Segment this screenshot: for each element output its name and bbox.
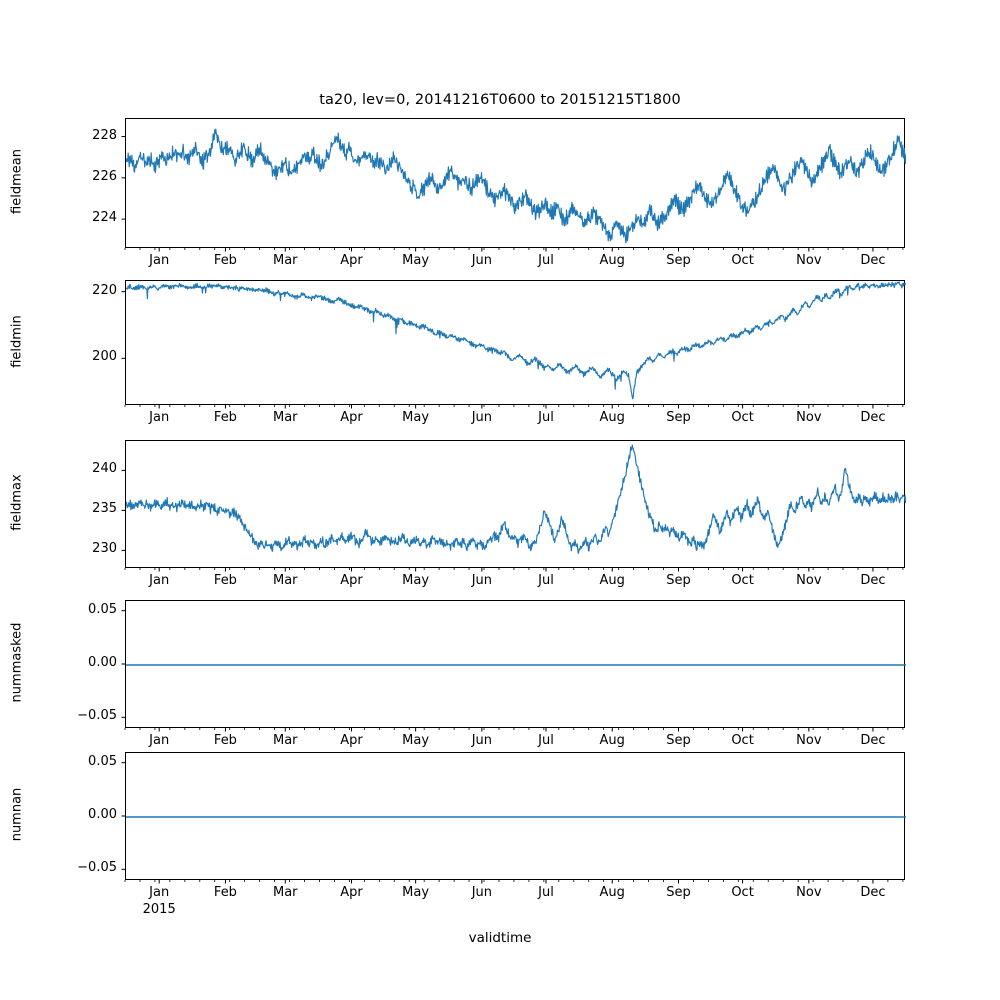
- y-tick-label: 240: [92, 461, 117, 477]
- y-tick-label: 0.05: [88, 601, 117, 617]
- x-tick-label: Jan: [149, 253, 170, 268]
- x-tick-label: Dec: [860, 410, 886, 425]
- x-tick-label: Oct: [731, 253, 754, 268]
- x-tick-label: Oct: [731, 885, 754, 900]
- x-tick-label: Apr: [340, 885, 363, 900]
- x-tick-label: May: [402, 410, 430, 425]
- series-nummasked: [126, 664, 906, 666]
- subplot-fieldmax: [125, 440, 906, 568]
- x-tick-label: Jun: [471, 410, 493, 425]
- y-tick-label: 0.00: [88, 655, 117, 670]
- series-fieldmax: [126, 444, 906, 554]
- subplot-nummasked: [125, 600, 906, 728]
- x-tick-label: Nov: [796, 253, 822, 268]
- x-tick-label: Feb: [213, 573, 237, 588]
- x-tick-label: May: [402, 885, 430, 900]
- x-tick-label: Aug: [599, 253, 625, 268]
- x-tick-label: Jun: [471, 253, 493, 268]
- y-tick-label: −0.05: [77, 708, 117, 724]
- x-tick-label: Sep: [666, 253, 691, 268]
- y-tick-label: 224: [92, 210, 117, 226]
- y-axis-label-numnan: numnan: [9, 787, 25, 842]
- y-tick-label: 228: [92, 127, 117, 143]
- series-fieldmin: [126, 281, 906, 400]
- x-tick-label: Mar: [273, 573, 298, 588]
- subplot-fieldmean: [125, 118, 906, 248]
- x-tick-label: Oct: [731, 733, 754, 748]
- x-tick-label: Dec: [860, 733, 886, 748]
- y-tick-label: 0.00: [88, 807, 117, 822]
- y-tick-label: −0.05: [77, 860, 117, 876]
- x-tick-label: Apr: [340, 410, 363, 425]
- x-tick-label: Sep: [666, 573, 691, 588]
- y-tick-label: 226: [92, 168, 117, 184]
- x-tick-label: Apr: [340, 253, 363, 268]
- x-tick-label: Mar: [273, 733, 298, 748]
- x-tick-label: Dec: [860, 253, 886, 268]
- x-tick-label: Jul: [538, 573, 554, 588]
- x-tick-label: Feb: [213, 733, 237, 748]
- y-tick-label: 200: [92, 349, 117, 365]
- x-tick-label: Jan: [149, 573, 170, 588]
- x-tick-label: May: [402, 733, 430, 748]
- x-tick-label: Mar: [273, 253, 298, 268]
- x-tick-label: Dec: [860, 573, 886, 588]
- x-tick-label: Sep: [666, 410, 691, 425]
- x-tick-label: Nov: [796, 733, 822, 748]
- x-tick-label: Jul: [538, 885, 554, 900]
- x-tick-label: Aug: [599, 885, 625, 900]
- x-tick-label: Jan: [149, 410, 170, 425]
- x-tick-label: Aug: [599, 733, 625, 748]
- subplot-fieldmin: [125, 280, 906, 405]
- x-tick-label: Aug: [599, 573, 625, 588]
- x-tick-label: Feb: [213, 410, 237, 425]
- x-tick-year-label: 2015: [142, 902, 176, 917]
- x-tick-label: Feb: [213, 885, 237, 900]
- x-tick-label: Jul: [538, 410, 554, 425]
- x-tick-label: Nov: [796, 410, 822, 425]
- x-tick-label: May: [402, 253, 430, 268]
- y-tick-label: 235: [92, 501, 117, 517]
- y-tick-label: 0.05: [88, 753, 117, 769]
- x-tick-label: Sep: [666, 733, 691, 748]
- x-tick-label: Oct: [731, 410, 754, 425]
- x-tick-label: Apr: [340, 573, 363, 588]
- data-line: [126, 281, 906, 400]
- x-tick-label: Oct: [731, 573, 754, 588]
- x-tick-label: Jun: [471, 573, 493, 588]
- x-tick-label: Nov: [796, 885, 822, 900]
- subplot-numnan: [125, 752, 906, 880]
- x-tick-label: Jan: [149, 885, 170, 900]
- x-tick-label: May: [402, 573, 430, 588]
- x-tick-label: Jun: [471, 885, 493, 900]
- x-tick-label: Mar: [273, 885, 298, 900]
- x-tick-label: Jun: [471, 733, 493, 748]
- x-tick-label: Nov: [796, 573, 822, 588]
- data-line: [126, 444, 906, 554]
- x-tick-label: Aug: [599, 410, 625, 425]
- x-tick-label: Apr: [340, 733, 363, 748]
- x-tick-label: Mar: [273, 410, 298, 425]
- x-tick-label: Jan: [149, 733, 170, 748]
- x-tick-label: Dec: [860, 885, 886, 900]
- x-tick-label: Feb: [213, 253, 237, 268]
- y-tick-label: 220: [92, 282, 117, 298]
- x-axis-label: validtime: [468, 930, 532, 946]
- x-tick-label: Jul: [538, 733, 554, 748]
- series-numnan: [126, 816, 906, 818]
- series-fieldmean: [126, 128, 906, 244]
- figure-title: ta20, lev=0, 20141216T0600 to 20151215T1…: [319, 92, 681, 108]
- y-tick-label: 230: [92, 541, 117, 557]
- data-line: [126, 128, 906, 244]
- x-tick-label: Jul: [538, 253, 554, 268]
- x-tick-label: Sep: [666, 885, 691, 900]
